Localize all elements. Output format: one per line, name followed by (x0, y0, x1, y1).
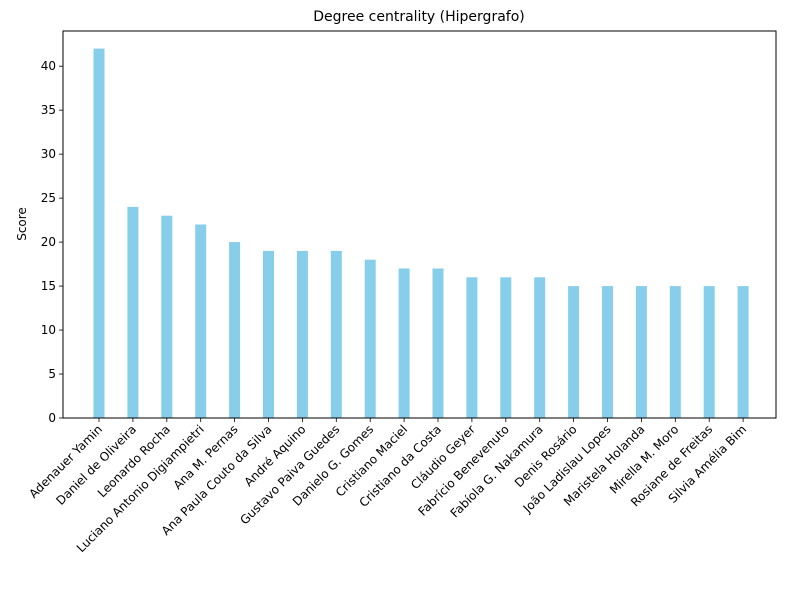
bar (602, 286, 613, 418)
y-tick-label: 30 (41, 147, 56, 161)
y-axis-label: Score (15, 207, 29, 241)
bar (703, 286, 715, 418)
bar (669, 286, 681, 418)
bar (296, 250, 308, 418)
y-tick-label: 15 (41, 279, 56, 293)
bar (500, 277, 512, 418)
bar (263, 250, 274, 418)
bar (466, 277, 478, 418)
y-tick-label: 35 (41, 103, 56, 117)
bar (195, 224, 207, 418)
bar (364, 259, 376, 418)
bar (161, 215, 173, 418)
y-tick-label: 40 (41, 59, 56, 73)
y-tick-label: 10 (41, 323, 56, 337)
bar (229, 242, 241, 418)
chart-title: Degree centrality (Hipergrafo) (313, 9, 524, 25)
bar (398, 268, 410, 418)
bar (635, 286, 647, 418)
bar (127, 206, 139, 418)
bar (330, 250, 342, 418)
y-tick-label: 0 (48, 411, 56, 425)
bar (568, 286, 580, 418)
y-axis: 0 5 10 15 20 25 30 35 40 (41, 59, 63, 425)
y-tick-label: 20 (41, 235, 56, 249)
plot-frame (62, 30, 777, 419)
bars-group (93, 48, 749, 418)
y-tick-label: 5 (48, 367, 56, 381)
bar (432, 268, 444, 418)
y-tick-label: 25 (41, 191, 56, 205)
bar (737, 286, 749, 418)
bar (93, 48, 105, 418)
bar (534, 277, 546, 418)
